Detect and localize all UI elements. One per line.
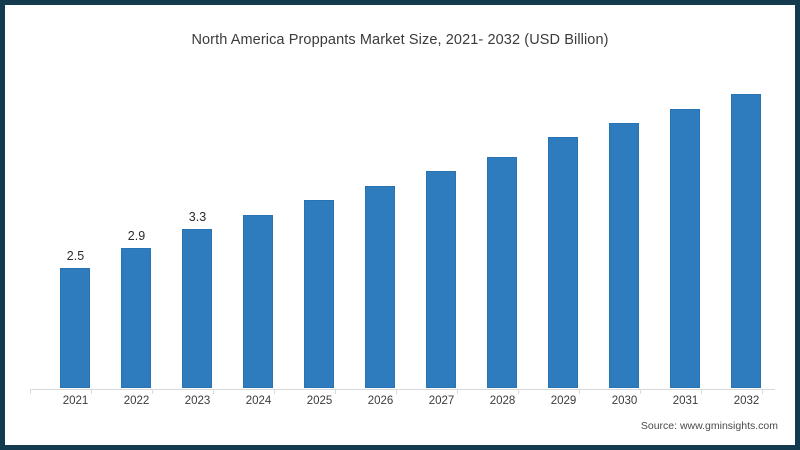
bar[interactable] — [365, 185, 395, 388]
x-axis-label: 2028 — [489, 395, 516, 407]
bar-slot — [472, 70, 533, 388]
bar[interactable] — [548, 137, 578, 388]
bar-slot — [533, 70, 594, 388]
bar[interactable] — [243, 214, 273, 388]
x-axis-tick — [274, 390, 275, 394]
x-axis-line — [30, 389, 775, 390]
x-axis-label: 2032 — [733, 395, 760, 407]
x-axis-tick — [91, 390, 92, 394]
x-axis-labels: 2021 2022 2023 2024 2025 2026 2027 2028 2029 2030… — [30, 395, 775, 415]
bar-slot: 3.3 — [167, 70, 228, 388]
bar[interactable] — [487, 156, 517, 388]
x-axis-label: 2031 — [672, 395, 699, 407]
x-axis-tick — [640, 390, 641, 394]
bar[interactable] — [731, 94, 761, 388]
x-axis-tick — [518, 390, 519, 394]
x-axis-label: 2022 — [123, 395, 150, 407]
x-axis-tick — [579, 390, 580, 394]
x-axis-tick — [396, 390, 397, 394]
bar[interactable] — [60, 267, 90, 388]
chart-title: North America Proppants Market Size, 202… — [191, 32, 609, 48]
x-axis-label: 2029 — [550, 395, 577, 407]
bar-slot — [716, 70, 777, 388]
bar-slot: 2.5 — [45, 70, 106, 388]
bar-slot — [655, 70, 716, 388]
source-attribution: Source: www.gminsights.com — [640, 420, 778, 432]
bar[interactable] — [426, 171, 456, 388]
bar-slot — [228, 70, 289, 388]
bar[interactable] — [121, 248, 151, 388]
bar[interactable] — [670, 108, 700, 388]
plot-area: 2.5 2.9 3.3 — [30, 70, 775, 394]
x-axis-tick — [701, 390, 702, 394]
x-axis-tick — [335, 390, 336, 394]
bar-value-label: 2.5 — [66, 248, 85, 263]
bar-slot — [289, 70, 350, 388]
x-axis-tick — [762, 390, 763, 394]
x-axis-label: 2027 — [428, 395, 455, 407]
bar-series: 2.5 2.9 3.3 — [30, 70, 775, 388]
bar-value-label: 3.3 — [188, 210, 207, 224]
x-axis-label: 2025 — [306, 395, 333, 407]
bar[interactable] — [182, 229, 212, 388]
x-axis-label: 2021 — [62, 395, 89, 407]
x-axis-label: 2030 — [611, 395, 638, 407]
x-axis-tick — [30, 390, 31, 394]
bar[interactable] — [609, 123, 639, 388]
bar-slot — [350, 70, 411, 388]
x-axis-label: 2023 — [184, 395, 211, 407]
x-axis-tick — [213, 390, 214, 394]
bar-slot — [594, 70, 655, 388]
x-axis-tick — [152, 390, 153, 394]
bar-value-label: 2.9 — [127, 229, 146, 244]
x-axis-label: 2026 — [367, 395, 394, 407]
x-axis-label: 2024 — [245, 395, 272, 407]
bar-slot — [411, 70, 472, 388]
x-axis-tick — [457, 390, 458, 394]
bar[interactable] — [304, 200, 334, 388]
bar-slot: 2.9 — [106, 70, 167, 388]
